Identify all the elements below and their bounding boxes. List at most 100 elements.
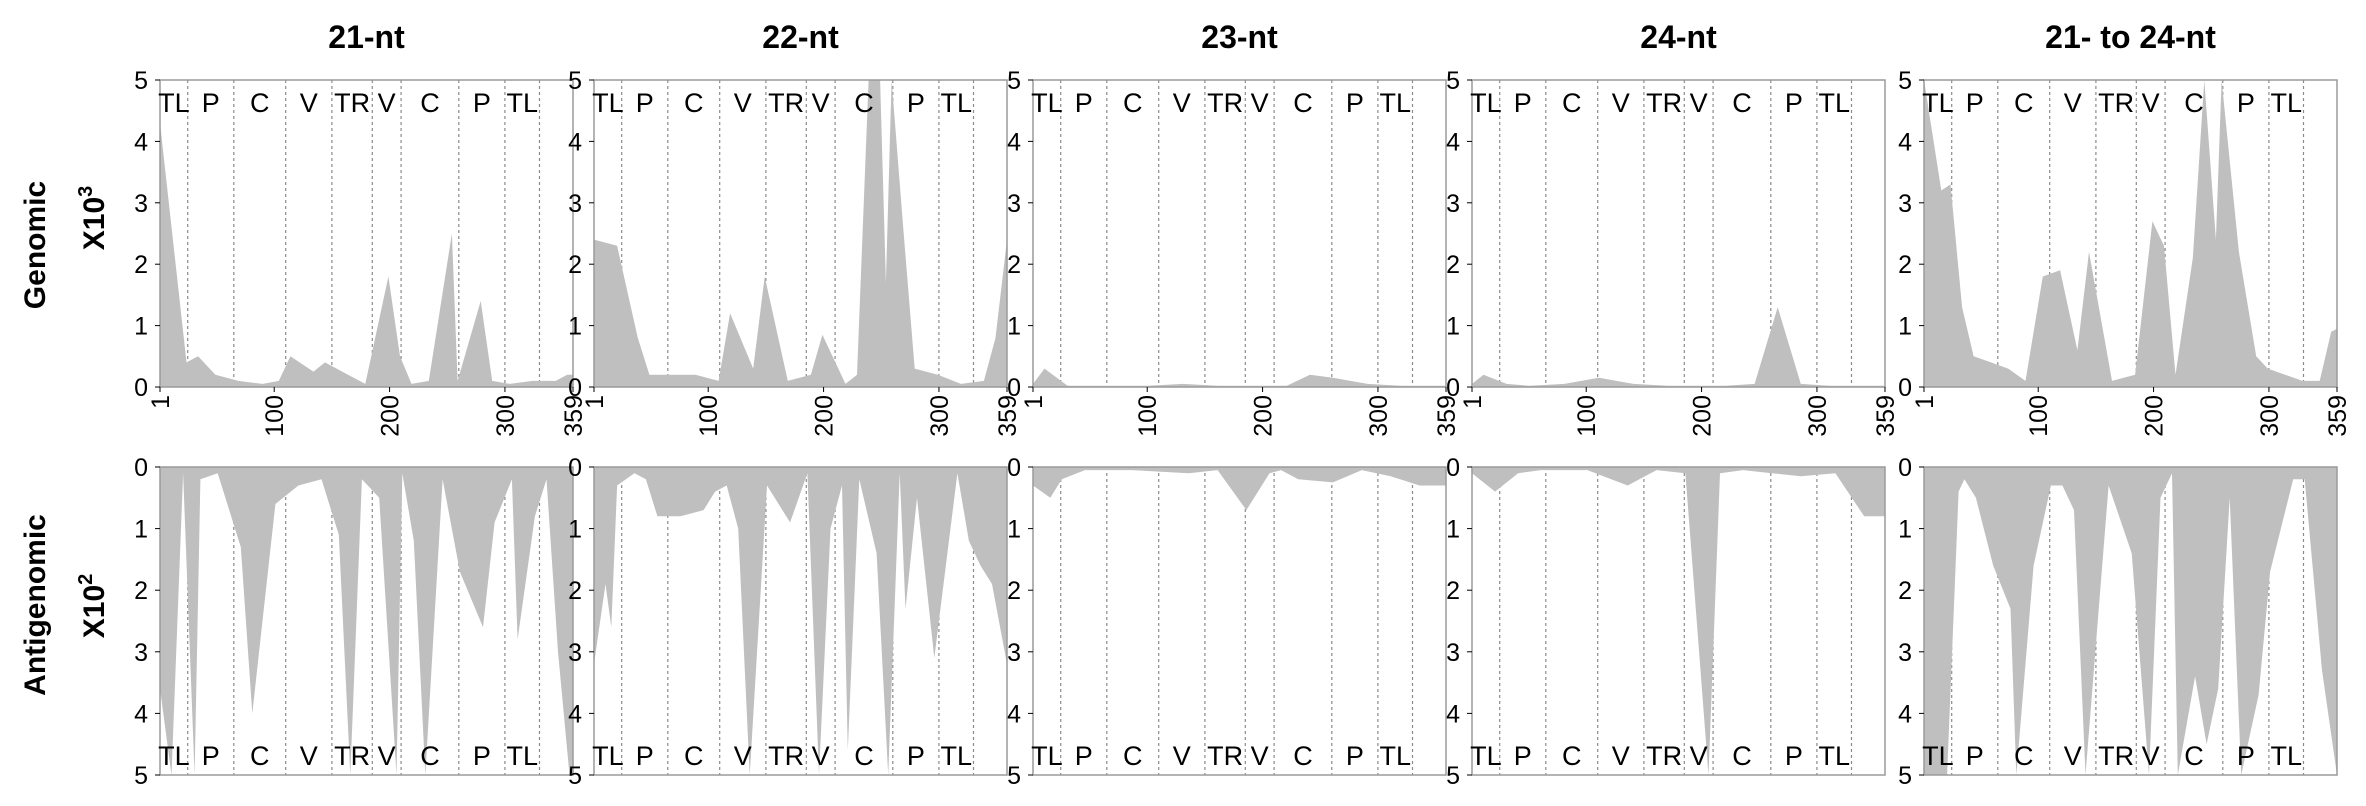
- x-tick-label: 359: [1433, 395, 1461, 437]
- y-tick-label: 3: [1446, 190, 1460, 218]
- region-label: P: [1785, 88, 1803, 118]
- region-label: V: [1690, 88, 1708, 118]
- region-label: P: [1514, 88, 1532, 118]
- y-tick-label: 0: [1446, 374, 1460, 402]
- region-label: V: [1690, 741, 1708, 771]
- region-label: P: [907, 741, 925, 771]
- region-label: P: [473, 88, 491, 118]
- genomic-plot-frame: [1923, 79, 2338, 388]
- region-label: TL: [158, 741, 190, 771]
- antigenomic-plot-background: [160, 467, 573, 775]
- region-label: TL: [158, 88, 190, 118]
- region-label: TL: [2270, 88, 2302, 118]
- y-tick-label: 4: [134, 128, 148, 156]
- x-tick-label: 200: [1689, 395, 1717, 437]
- region-label: C: [1732, 741, 1752, 771]
- y-tick-label: 2: [1446, 251, 1460, 279]
- region-label: TL: [940, 88, 972, 118]
- region-label: V: [2064, 741, 2082, 771]
- region-label: V: [812, 741, 830, 771]
- genomic-scale-base: X10: [78, 197, 111, 250]
- region-label: TR: [1207, 741, 1243, 771]
- row-label-genomic-scale: X103: [75, 186, 111, 251]
- region-label: V: [300, 88, 318, 118]
- antigenomic-area: [1033, 467, 1446, 511]
- antigenomic-area: [160, 467, 573, 775]
- region-label: V: [1251, 741, 1269, 771]
- x-tick-label: 300: [926, 395, 954, 437]
- region-label: V: [1612, 741, 1630, 771]
- genomic-plot-frame: [159, 79, 574, 388]
- x-tick-label: 300: [1365, 395, 1393, 437]
- x-tick-label: 359: [1872, 395, 1900, 437]
- y-tick-label: 3: [1898, 190, 1912, 218]
- x-tick-label: 1: [147, 395, 175, 409]
- region-label: V: [1251, 88, 1269, 118]
- x-tick-label: 100: [261, 395, 289, 437]
- y-tick-label: 3: [1446, 639, 1460, 667]
- region-label: P: [1346, 741, 1364, 771]
- x-tick-label: 359: [994, 395, 1022, 437]
- region-label: TR: [1646, 741, 1682, 771]
- genomic-plot-background: [160, 80, 573, 387]
- region-label: P: [1075, 741, 1093, 771]
- region-label: P: [636, 88, 654, 118]
- y-tick-label: 4: [1007, 700, 1021, 728]
- row-label-genomic: Genomic: [19, 181, 52, 309]
- antigenomic-area: [594, 467, 1007, 775]
- y-tick-label: 5: [1007, 67, 1021, 95]
- y-tick-label: 2: [568, 251, 582, 279]
- x-tick-label: 100: [1573, 395, 1601, 437]
- y-tick-label: 5: [134, 67, 148, 95]
- y-tick-label: 4: [568, 700, 582, 728]
- y-tick-label: 3: [1898, 639, 1912, 667]
- region-label: V: [812, 88, 830, 118]
- region-label: C: [420, 741, 440, 771]
- antigenomic-plot-frame: [1923, 466, 2338, 776]
- region-label: TL: [2270, 741, 2302, 771]
- region-label: C: [1562, 741, 1582, 771]
- region-label: V: [734, 741, 752, 771]
- region-label: TL: [940, 741, 972, 771]
- y-tick-label: 1: [1898, 313, 1912, 341]
- genomic-plot-frame: [1471, 79, 1886, 388]
- y-tick-label: 0: [1007, 374, 1021, 402]
- genomic-plot-background: [594, 80, 1007, 387]
- region-label: P: [1785, 741, 1803, 771]
- region-label: C: [2184, 88, 2204, 118]
- y-tick-label: 5: [134, 762, 148, 790]
- x-tick-label: 1: [581, 395, 609, 409]
- region-label: C: [1562, 88, 1582, 118]
- genomic-area: [1472, 307, 1885, 387]
- y-tick-label: 4: [1898, 700, 1912, 728]
- region-label: TR: [1646, 88, 1682, 118]
- y-tick-label: 2: [134, 577, 148, 605]
- y-tick-label: 2: [1007, 577, 1021, 605]
- region-label: P: [907, 88, 925, 118]
- genomic-plot-frame: [593, 79, 1008, 388]
- y-tick-label: 3: [568, 190, 582, 218]
- region-label: P: [202, 88, 220, 118]
- y-tick-label: 4: [134, 700, 148, 728]
- y-tick-label: 4: [568, 128, 582, 156]
- y-tick-label: 0: [1007, 454, 1021, 482]
- y-tick-label: 0: [134, 454, 148, 482]
- region-label: C: [420, 88, 440, 118]
- y-tick-label: 4: [1898, 128, 1912, 156]
- antigenomic-scale-exponent: 2: [75, 574, 97, 585]
- y-tick-label: 0: [134, 374, 148, 402]
- x-tick-label: 359: [560, 395, 588, 437]
- y-tick-label: 1: [568, 516, 582, 544]
- y-tick-label: 4: [1446, 700, 1460, 728]
- row-label-antigenomic-scale: X102: [75, 574, 111, 639]
- y-tick-label: 1: [1446, 516, 1460, 544]
- region-label: P: [473, 741, 491, 771]
- x-tick-label: 300: [2256, 395, 2284, 437]
- region-label: P: [636, 741, 654, 771]
- region-label: P: [2237, 88, 2255, 118]
- y-tick-label: 5: [1446, 762, 1460, 790]
- panel-title: 21- to 24-nt: [2045, 19, 2216, 55]
- row-label-antigenomic: Antigenomic: [19, 514, 52, 696]
